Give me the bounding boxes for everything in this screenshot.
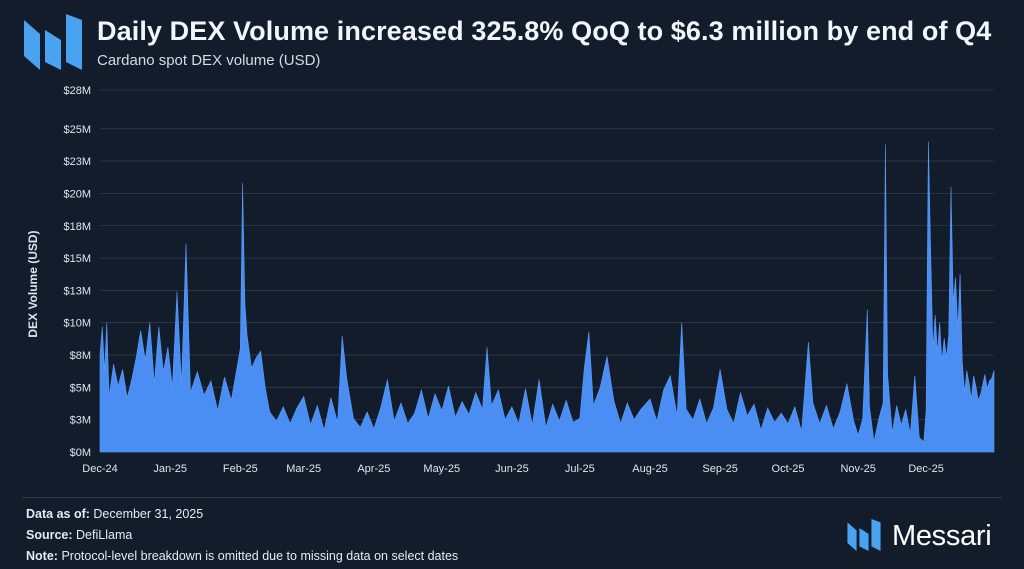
y-tick-label: $5M xyxy=(70,382,91,394)
chart-subtitle: Cardano spot DEX volume (USD) xyxy=(97,52,321,69)
x-tick-label: Dec-24 xyxy=(82,463,117,475)
data-as-of-label: Data as of: xyxy=(26,507,90,521)
y-tick-label: $25M xyxy=(63,124,91,136)
y-tick-label: $28M xyxy=(63,85,91,97)
x-tick-label: Dec-25 xyxy=(908,463,943,475)
footer-source: Source: DefiLlama xyxy=(26,528,132,542)
source-value: DefiLlama xyxy=(76,528,133,542)
y-tick-label: $10M xyxy=(63,318,91,330)
x-tick-label: Jan-25 xyxy=(153,463,187,475)
y-tick-label: $15M xyxy=(63,253,91,265)
messari-brand-icon xyxy=(847,519,881,551)
y-axis-label: DEX Volume (USD) xyxy=(26,230,40,338)
brand-name: Messari xyxy=(892,520,992,552)
footer-divider xyxy=(22,497,1002,498)
note-label: Note: xyxy=(26,549,58,563)
x-tick-label: Jun-25 xyxy=(495,463,529,475)
y-tick-label: $18M xyxy=(63,221,91,233)
y-tick-label: $23M xyxy=(63,156,91,168)
dex-volume-chart: $0M $3M $5M $8M $10M $13M $15M $18M $20M $23M $25M… xyxy=(63,85,995,475)
y-tick-label: $13M xyxy=(63,285,91,297)
x-tick-label: Oct-25 xyxy=(772,463,805,475)
x-tick-label: Sep-25 xyxy=(702,463,737,475)
x-tick-label: Mar-25 xyxy=(286,463,321,475)
y-tick-label: $8M xyxy=(70,350,91,362)
y-tick-label: $0M xyxy=(70,447,91,459)
data-as-of-value: December 31, 2025 xyxy=(93,507,204,521)
x-tick-label: Apr-25 xyxy=(357,463,390,475)
y-tick-label: $3M xyxy=(70,415,91,427)
y-tick-label: $20M xyxy=(63,188,91,200)
x-tick-label: May-25 xyxy=(423,463,460,475)
note-value: Protocol-level breakdown is omitted due … xyxy=(61,549,459,563)
brand-logo: Messari xyxy=(846,518,1006,554)
x-tick-label: Jul-25 xyxy=(565,463,595,475)
x-tick-label: Nov-25 xyxy=(840,463,875,475)
footer-note: Note: Protocol-level breakdown is omitte… xyxy=(26,549,458,563)
x-tick-label: Aug-25 xyxy=(632,463,667,475)
series-area xyxy=(99,141,995,453)
x-tick-label: Feb-25 xyxy=(223,463,258,475)
footer-data-as-of: Data as of: December 31, 2025 xyxy=(26,507,203,521)
messari-logo-icon xyxy=(24,14,82,70)
chart-title: Daily DEX Volume increased 325.8% QoQ to… xyxy=(97,16,992,46)
source-label: Source: xyxy=(26,528,73,542)
